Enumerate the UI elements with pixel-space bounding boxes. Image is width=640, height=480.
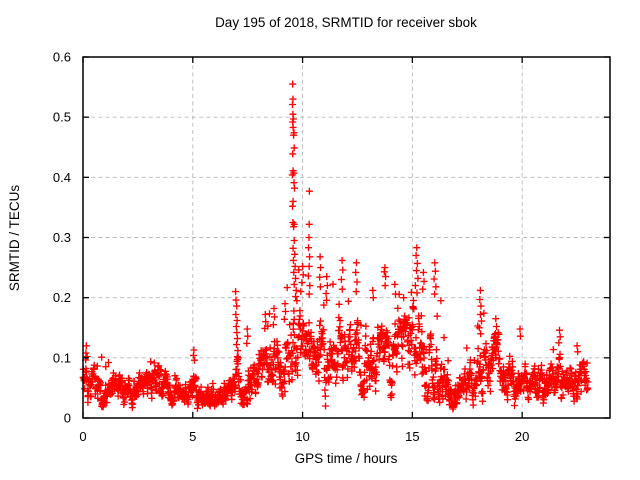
x-axis-label: GPS time / hours [295, 451, 398, 466]
x-tick-label: 5 [189, 429, 196, 444]
y-tick-label: 0.2 [53, 290, 71, 305]
y-tick-label: 0.5 [53, 110, 71, 125]
y-tick-labels: 0 0.1 0.2 0.3 0.4 0.5 0.6 [53, 50, 71, 426]
x-tick-label: 15 [405, 429, 419, 444]
y-axis-label: SRMTID / TECUs [7, 185, 22, 292]
y-tick-label: 0.1 [53, 350, 71, 365]
y-tick-label: 0.6 [53, 50, 71, 65]
y-tick-label: 0 [64, 411, 71, 426]
axis-ticks [82, 56, 610, 419]
x-tick-label: 10 [295, 429, 309, 444]
scatter-layer [79, 80, 592, 413]
y-tick-label: 0.3 [53, 230, 71, 245]
x-tick-label: 20 [515, 429, 529, 444]
y-tick-label: 0.4 [53, 170, 71, 185]
x-tick-labels: 0 5 10 15 20 [79, 429, 529, 444]
x-tick-label: 0 [79, 429, 86, 444]
data-points [79, 80, 592, 413]
chart-title: Day 195 of 2018, SRMTID for receiver sbo… [215, 15, 477, 30]
